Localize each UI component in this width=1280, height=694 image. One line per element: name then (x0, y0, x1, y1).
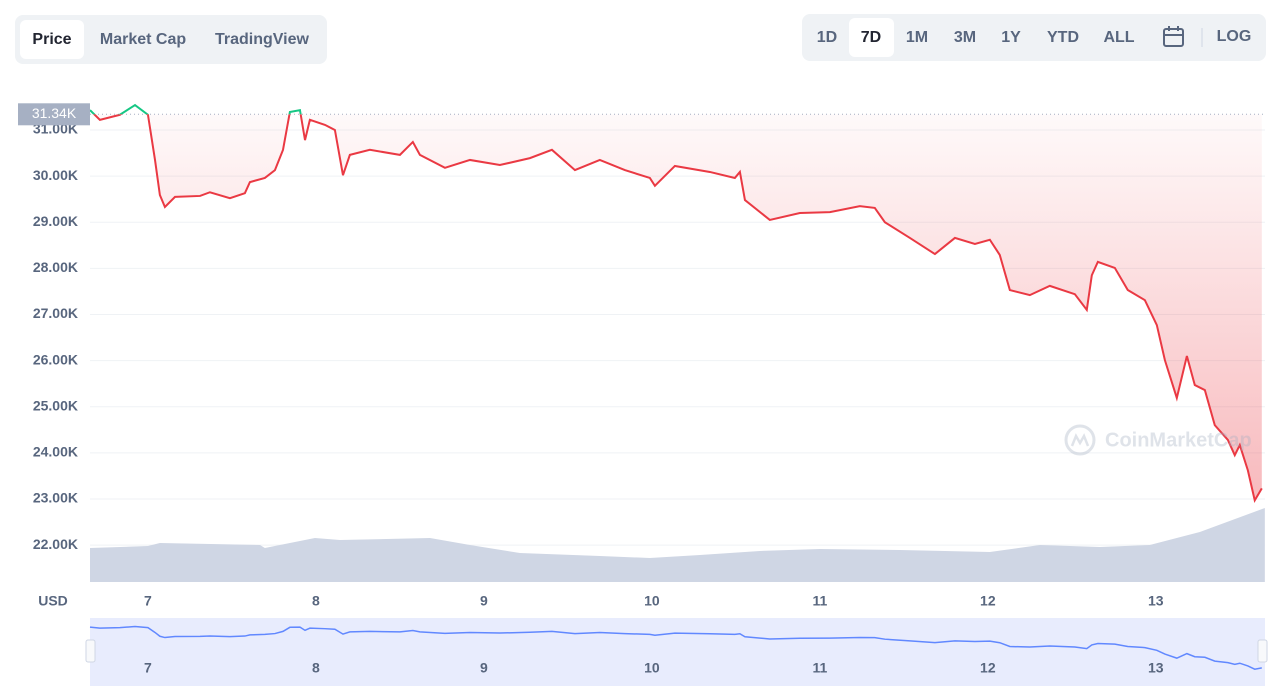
tab-active-bg (20, 20, 84, 59)
tab[interactable]: Market Cap (100, 31, 186, 48)
navigator-tick-label: 7 (144, 660, 152, 676)
x-tick-label: 9 (480, 593, 488, 609)
x-tick-label: 7 (144, 593, 152, 609)
price-area (90, 114, 1262, 501)
x-tick-label: 10 (644, 593, 660, 609)
x-tick-label: 8 (312, 593, 320, 609)
range-active-bg (849, 18, 894, 57)
y-tick-label: 23.00K (33, 490, 78, 506)
volume-area (90, 508, 1265, 582)
navigator-handle-right[interactable] (1257, 639, 1268, 663)
x-tick-label: 12 (980, 593, 996, 609)
navigator-tick-label: 8 (312, 660, 320, 676)
navigator[interactable] (90, 618, 1265, 686)
navigator-tick-label: 10 (644, 660, 660, 676)
y-tick-label: 22.00K (33, 536, 78, 552)
navigator-tick-label: 9 (480, 660, 488, 676)
navigator-handle-left[interactable] (85, 639, 96, 663)
watermark-text: CoinMarketCap (1105, 429, 1252, 451)
range-button[interactable]: ALL (1103, 29, 1134, 46)
range-button[interactable]: 3M (954, 29, 976, 46)
navigator-line (89, 625, 1262, 670)
range-button[interactable]: YTD (1047, 29, 1079, 46)
tab[interactable]: Price (32, 31, 71, 48)
range-button[interactable]: 1D (817, 29, 837, 46)
tab[interactable]: TradingView (215, 31, 310, 48)
baseline-label: 31.34K (32, 105, 77, 121)
price-line (92, 114, 1263, 504)
x-tick-label: 11 (812, 593, 827, 609)
baseline-label-bg (18, 103, 90, 126)
y-tick-label: 26.00K (33, 351, 78, 367)
tab-group (15, 15, 327, 64)
axis-label: USD (38, 593, 68, 609)
range-group (802, 14, 1266, 61)
x-tick-label: 13 (1148, 593, 1164, 609)
y-tick-label: 29.00K (33, 213, 78, 229)
y-tick-label: 24.00K (33, 444, 78, 460)
navigator-tick-label: 12 (980, 660, 996, 676)
watermark: CoinMarketCap (1064, 424, 1252, 456)
range-button[interactable]: 1Y (1001, 29, 1021, 46)
calendar-icon[interactable] (1163, 26, 1184, 47)
range-button[interactable]: 7D (861, 29, 881, 46)
y-tick-label: 27.00K (33, 305, 78, 321)
navigator-tick-label: 11 (812, 660, 827, 676)
y-tick-label: 25.00K (33, 397, 78, 413)
range-button[interactable]: 1M (906, 29, 928, 46)
navigator-tick-label: 13 (1148, 660, 1164, 676)
y-tick-label: 28.00K (33, 259, 78, 275)
y-tick-label: 30.00K (33, 167, 78, 183)
log-button[interactable]: LOG (1217, 28, 1252, 45)
